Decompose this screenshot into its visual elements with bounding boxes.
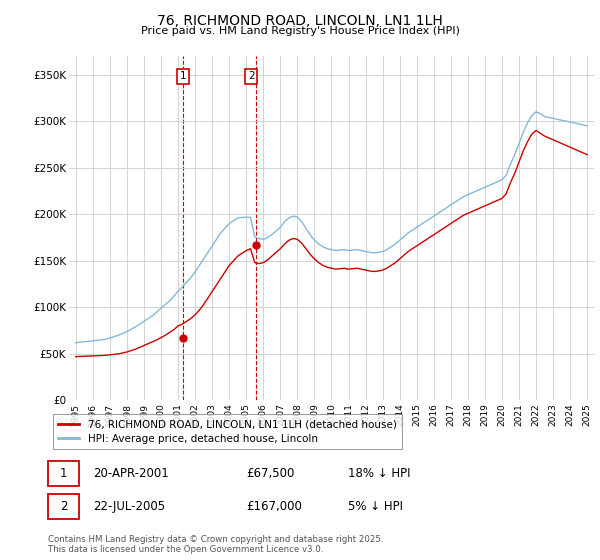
Legend: 76, RICHMOND ROAD, LINCOLN, LN1 1LH (detached house), HPI: Average price, detach: 76, RICHMOND ROAD, LINCOLN, LN1 1LH (det… (53, 414, 401, 449)
Text: 18% ↓ HPI: 18% ↓ HPI (348, 466, 410, 480)
Text: £167,000: £167,000 (246, 500, 302, 514)
Text: Price paid vs. HM Land Registry's House Price Index (HPI): Price paid vs. HM Land Registry's House … (140, 26, 460, 36)
Text: Contains HM Land Registry data © Crown copyright and database right 2025.
This d: Contains HM Land Registry data © Crown c… (48, 535, 383, 554)
Text: 2: 2 (60, 500, 67, 514)
Text: 22-JUL-2005: 22-JUL-2005 (93, 500, 165, 514)
Text: 2: 2 (248, 72, 254, 81)
Text: 20-APR-2001: 20-APR-2001 (93, 466, 169, 480)
Text: 5% ↓ HPI: 5% ↓ HPI (348, 500, 403, 514)
Text: 1: 1 (180, 72, 187, 81)
Text: £67,500: £67,500 (246, 466, 295, 480)
Text: 76, RICHMOND ROAD, LINCOLN, LN1 1LH: 76, RICHMOND ROAD, LINCOLN, LN1 1LH (157, 14, 443, 28)
Text: 1: 1 (60, 466, 67, 480)
